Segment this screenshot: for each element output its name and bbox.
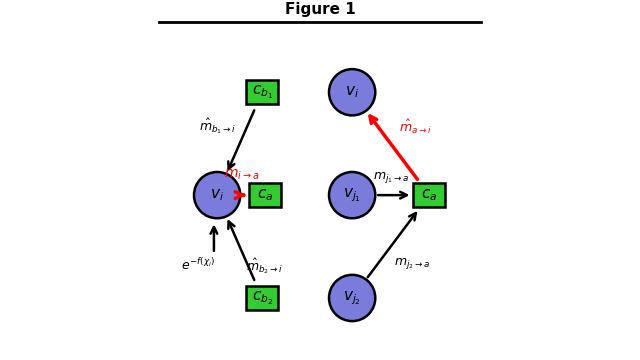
- Text: $v_i$: $v_i$: [345, 84, 359, 100]
- Text: $\hat{m}_{b_1 \rightarrow i}$: $\hat{m}_{b_1 \rightarrow i}$: [199, 116, 236, 136]
- Circle shape: [329, 69, 375, 116]
- Bar: [413, 183, 445, 207]
- Circle shape: [329, 172, 375, 218]
- Text: $e^{-f(\chi_i)}$: $e^{-f(\chi_i)}$: [181, 257, 215, 273]
- Text: $c_{b_2}$: $c_{b_2}$: [252, 289, 273, 307]
- Text: $m_{j_2 \rightarrow a}$: $m_{j_2 \rightarrow a}$: [394, 256, 430, 271]
- Circle shape: [194, 172, 240, 218]
- Circle shape: [329, 275, 375, 321]
- Text: $c_a$: $c_a$: [421, 187, 437, 203]
- Text: $c_a$: $c_a$: [257, 187, 273, 203]
- Text: $m_{i \rightarrow a}$: $m_{i \rightarrow a}$: [223, 168, 259, 182]
- Bar: [250, 183, 282, 207]
- Text: $\hat{m}_{b_2 \rightarrow i}$: $\hat{m}_{b_2 \rightarrow i}$: [246, 256, 283, 276]
- Bar: [246, 286, 278, 310]
- Text: Figure 1: Figure 1: [285, 2, 355, 17]
- Text: $v_{j_1}$: $v_{j_1}$: [343, 186, 361, 204]
- Text: $c_{b_1}$: $c_{b_1}$: [252, 84, 273, 101]
- Text: $m_{j_1 \rightarrow a}$: $m_{j_1 \rightarrow a}$: [372, 171, 409, 185]
- Bar: [246, 80, 278, 104]
- Text: $v_{j_2}$: $v_{j_2}$: [343, 289, 361, 307]
- Text: $\hat{m}_{a \rightarrow i}$: $\hat{m}_{a \rightarrow i}$: [399, 117, 431, 136]
- Text: $v_i$: $v_i$: [210, 187, 224, 203]
